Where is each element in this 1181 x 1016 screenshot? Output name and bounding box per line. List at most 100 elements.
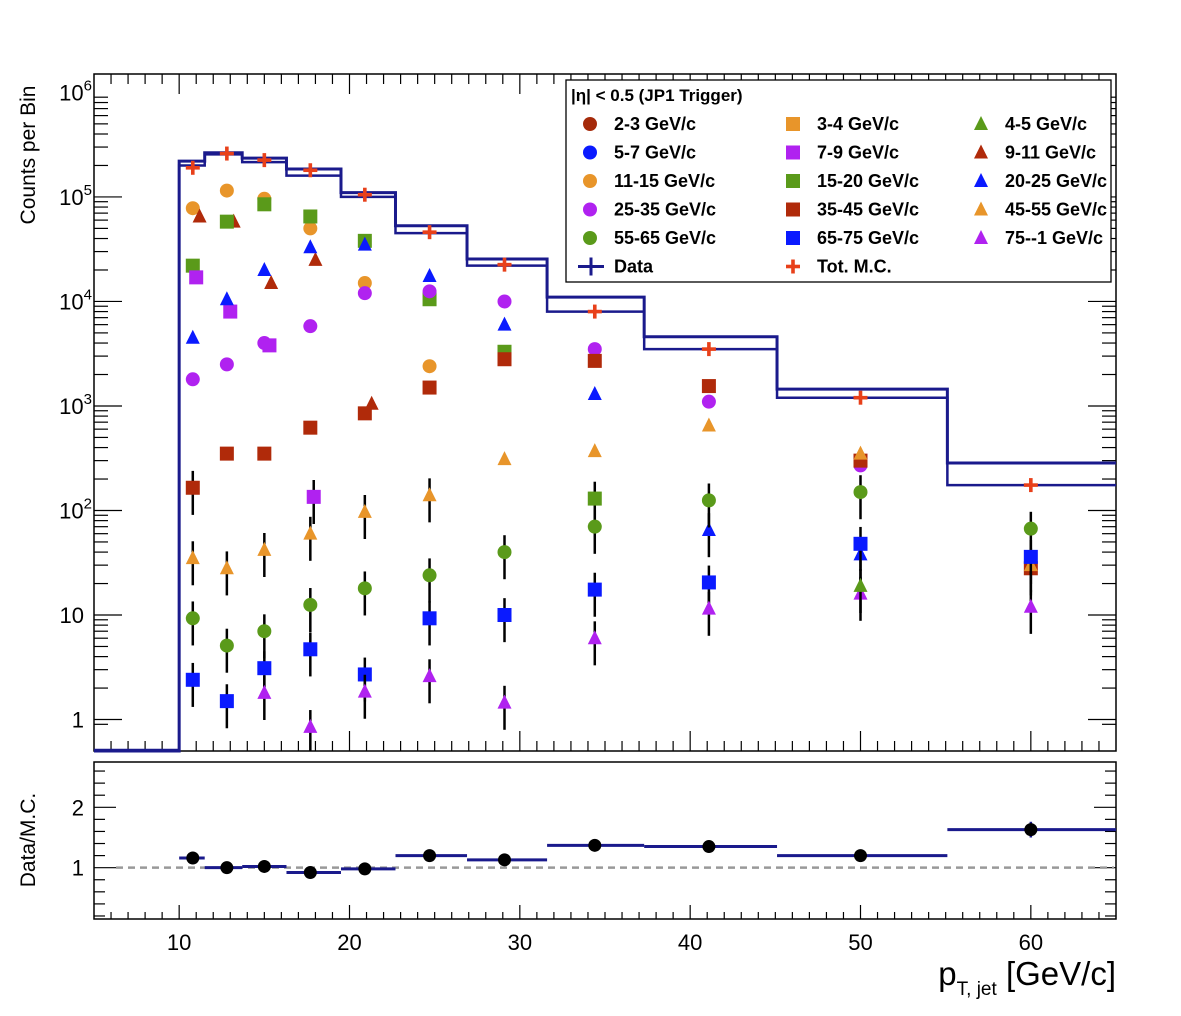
legend-entry: Tot. M.C. (786, 257, 892, 277)
plus-bar-v (791, 259, 795, 274)
data-point-triangle (974, 116, 988, 130)
data-point-square (257, 446, 272, 461)
data-point-triangle (357, 683, 372, 698)
ratio-point (220, 861, 234, 875)
data-point-triangle (257, 541, 272, 556)
data-point-square (303, 642, 318, 657)
series-65-75-gev-c (185, 526, 1038, 729)
data-point-circle (583, 202, 597, 217)
data-point-square (497, 608, 512, 623)
data-point-triangle (192, 208, 207, 223)
data-point-square (786, 174, 800, 188)
data-point-triangle (701, 522, 716, 537)
y-tick-label: 103 (59, 391, 92, 419)
data-point-circle (422, 568, 437, 583)
legend-label: 55-65 GeV/c (614, 228, 716, 248)
data-point-circle (257, 624, 272, 639)
plus-bar-v (262, 153, 267, 168)
x-axis-label: pT, jet [GeV/c] (938, 955, 1116, 1000)
legend-title: |η| < 0.5 (JP1 Trigger) (571, 86, 743, 105)
data-point-triangle (185, 550, 200, 565)
data-point-circle (1023, 521, 1038, 536)
data-point-square (587, 491, 602, 506)
legend-label: 25-35 GeV/c (614, 200, 716, 220)
data-point-triangle (587, 630, 602, 645)
data-point-square (786, 231, 800, 245)
legend-entry: Data (578, 257, 654, 277)
data-point-triangle (357, 236, 372, 251)
legend-box (565, 79, 1112, 283)
legend-label: 45-55 GeV/c (1005, 200, 1107, 220)
legend-entry: 35-45 GeV/c (786, 200, 919, 220)
y-tick-label: 102 (59, 495, 92, 523)
data-point-triangle (1023, 598, 1038, 613)
x-tick-label: 20 (337, 930, 361, 955)
bottom-y-axis-label: Data/M.C. (17, 793, 40, 888)
data-point-triangle (974, 173, 988, 187)
ratio-bin (947, 821, 1116, 838)
data-point-circle (583, 145, 597, 160)
ratio-bin (395, 849, 468, 863)
plus-bar-v (707, 342, 711, 357)
ratio-point (358, 862, 372, 876)
mc-histogram-outline (94, 153, 1116, 752)
plus-bar-v (427, 225, 432, 240)
data-point-triangle (303, 525, 318, 540)
data-point-triangle (264, 275, 279, 290)
ratio-bin (242, 859, 287, 873)
legend-label: 15-20 GeV/c (817, 171, 919, 191)
data-point-plus (701, 342, 716, 357)
data-point-square (185, 672, 200, 687)
legend-entry: 4-5 GeV/c (974, 114, 1087, 134)
data-point-triangle (497, 316, 512, 331)
data-point-plus (185, 160, 200, 175)
ratio-point (257, 859, 271, 873)
data-point-triangle (497, 451, 512, 466)
legend-entry: 65-75 GeV/c (786, 228, 919, 248)
data-point-square (306, 489, 321, 504)
legend-label: 2-3 GeV/c (614, 114, 696, 134)
data-point-triangle (701, 417, 716, 432)
data-point-triangle (587, 443, 602, 458)
data-point-circle (853, 485, 868, 500)
data-point-circle (701, 394, 716, 409)
ratio-point (423, 849, 437, 863)
y-tick-label-exponent: 5 (84, 182, 92, 199)
series-4-5-gev-c (853, 569, 868, 614)
series-20-25-gev-c (185, 236, 868, 582)
data-point-square (786, 145, 800, 160)
data-point-triangle (422, 487, 437, 502)
x-tick-label: 50 (848, 930, 872, 955)
data-point-circle (357, 276, 372, 291)
data-point-square (357, 667, 372, 682)
top-y-axis-label: Counts per Bin (17, 86, 40, 225)
y-tick-label: 105 (59, 182, 92, 210)
legend-label: Tot. M.C. (817, 257, 892, 277)
y-tick-label: 1 (72, 708, 84, 733)
data-point-triangle (422, 268, 437, 283)
y-tick-label-base: 10 (59, 394, 83, 419)
data-point-circle (219, 357, 234, 372)
ratio-bin (204, 861, 243, 875)
data-point-square (303, 209, 318, 224)
data-point-plus (422, 225, 437, 240)
ratio-points (179, 821, 1116, 880)
plus-bar-v (1029, 478, 1033, 493)
y-tick-label-base: 10 (59, 185, 83, 210)
data-point-square (303, 420, 318, 435)
data-point-triangle (974, 144, 988, 159)
data-point-circle (701, 493, 716, 508)
data-point-circle (303, 597, 318, 612)
ratio-point (1024, 823, 1038, 837)
plus-bar-v (592, 304, 597, 319)
series-7-9-gev-c (189, 270, 321, 525)
legend-entry: 45-55 GeV/c (974, 200, 1107, 220)
data-point-square (189, 270, 204, 285)
data-point-triangle (219, 560, 234, 575)
data-point-plus (497, 257, 512, 272)
series-25-35-gev-c (185, 284, 868, 473)
top-data-points (185, 146, 1038, 751)
data-point-plus (357, 187, 372, 202)
y-tick-label: 1 (72, 856, 84, 881)
data-point-circle (303, 319, 318, 334)
